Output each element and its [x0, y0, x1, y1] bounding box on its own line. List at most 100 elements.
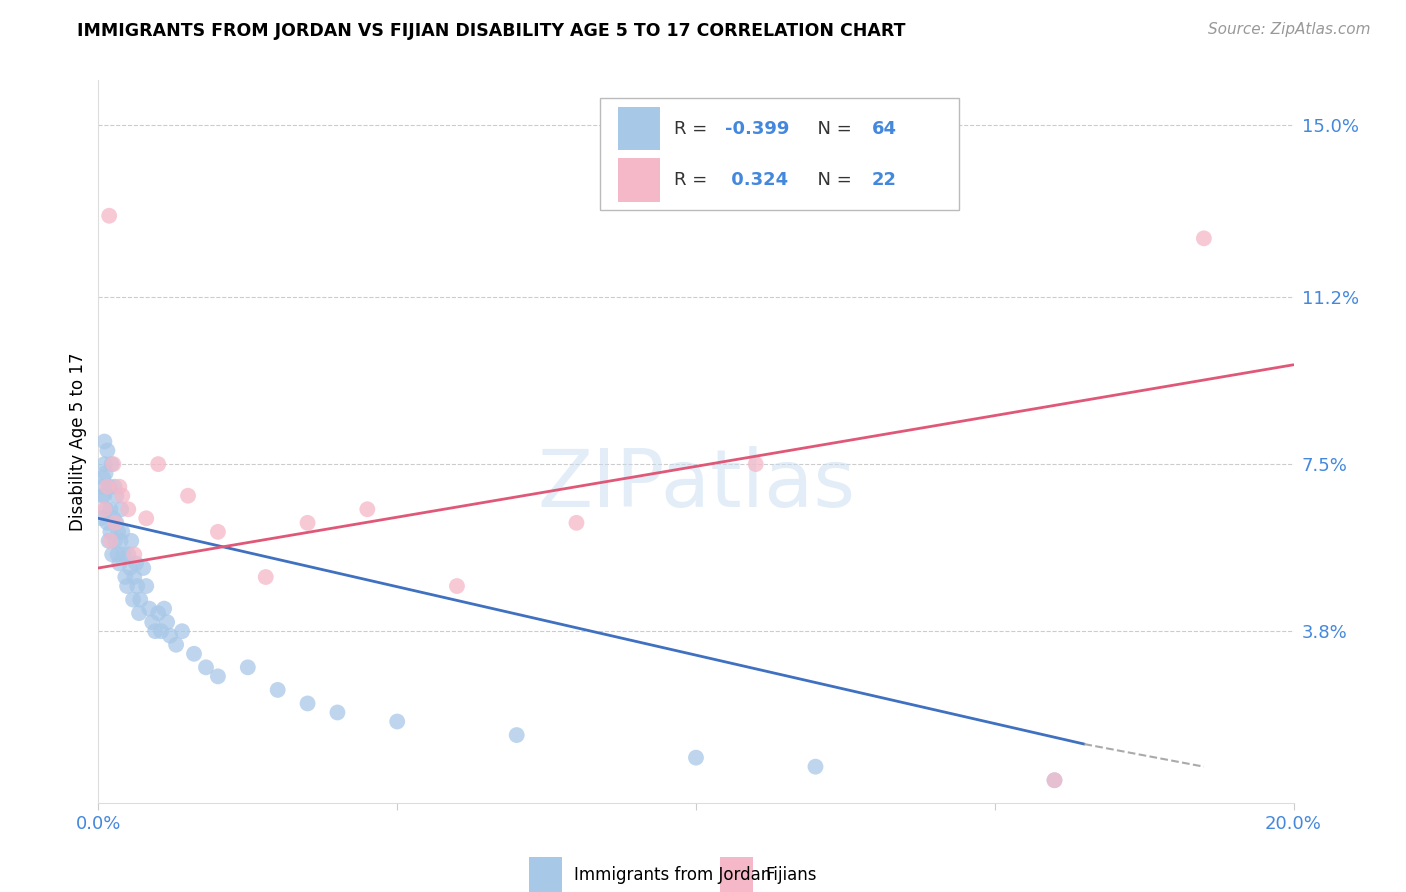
Immigrants from Jordan: [506, 728, 529, 742]
Fijians: [297, 516, 319, 530]
Bar: [619, 107, 661, 150]
Immigrants from Jordan: [183, 647, 205, 661]
Text: 22: 22: [872, 171, 897, 189]
Immigrants from Jordan: [96, 502, 118, 516]
Y-axis label: Disability Age 5 to 17: Disability Age 5 to 17: [69, 352, 87, 531]
Bar: [619, 159, 661, 202]
Immigrants from Jordan: [326, 706, 349, 720]
Fijians: [177, 489, 200, 503]
Immigrants from Jordan: [117, 548, 139, 562]
Immigrants from Jordan: [267, 682, 290, 697]
Fijians: [103, 457, 125, 471]
Immigrants from Jordan: [93, 434, 115, 449]
Immigrants from Jordan: [685, 750, 707, 764]
Immigrants from Jordan: [114, 570, 136, 584]
Immigrants from Jordan: [101, 548, 124, 562]
Immigrants from Jordan: [94, 466, 117, 480]
Fijians: [98, 209, 121, 223]
Text: 0.324: 0.324: [724, 171, 787, 189]
Immigrants from Jordan: [236, 660, 259, 674]
Immigrants from Jordan: [148, 606, 170, 620]
Fijians: [356, 502, 378, 516]
Fijians: [207, 524, 229, 539]
Immigrants from Jordan: [153, 601, 176, 615]
Text: Immigrants from Jordan: Immigrants from Jordan: [574, 866, 772, 884]
Fijians: [98, 533, 122, 548]
Fijians: [135, 511, 157, 525]
Immigrants from Jordan: [127, 579, 149, 593]
Immigrants from Jordan: [96, 516, 118, 530]
Immigrants from Jordan: [120, 533, 142, 548]
Fijians: [254, 570, 277, 584]
Immigrants from Jordan: [111, 524, 134, 539]
Text: 64: 64: [872, 120, 897, 137]
Immigrants from Jordan: [107, 524, 129, 539]
Immigrants from Jordan: [105, 489, 128, 503]
Immigrants from Jordan: [93, 489, 115, 503]
Fijians: [104, 516, 127, 530]
Immigrants from Jordan: [103, 480, 125, 494]
Immigrants from Jordan: [110, 502, 132, 516]
Immigrants from Jordan: [103, 511, 125, 525]
Immigrants from Jordan: [385, 714, 409, 729]
Immigrants from Jordan: [143, 624, 166, 639]
Text: R =: R =: [675, 120, 713, 137]
Immigrants from Jordan: [125, 557, 148, 571]
Immigrants from Jordan: [110, 533, 132, 548]
Immigrants from Jordan: [129, 592, 152, 607]
Immigrants from Jordan: [91, 489, 114, 503]
Immigrants from Jordan: [141, 615, 163, 630]
Fijians: [117, 502, 139, 516]
Bar: [720, 857, 754, 892]
Immigrants from Jordan: [207, 669, 229, 683]
Immigrants from Jordan: [105, 516, 128, 530]
Fijians: [96, 480, 118, 494]
Text: -0.399: -0.399: [724, 120, 789, 137]
Immigrants from Jordan: [124, 570, 146, 584]
Immigrants from Jordan: [104, 533, 127, 548]
Text: N =: N =: [806, 120, 858, 137]
Immigrants from Jordan: [100, 457, 122, 471]
Fijians: [1192, 231, 1215, 245]
Immigrants from Jordan: [132, 561, 155, 575]
Immigrants from Jordan: [97, 533, 120, 548]
Immigrants from Jordan: [90, 511, 112, 525]
Bar: [529, 857, 562, 892]
Immigrants from Jordan: [91, 471, 114, 485]
Immigrants from Jordan: [1043, 773, 1066, 788]
Immigrants from Jordan: [128, 606, 150, 620]
Immigrants from Jordan: [297, 697, 319, 711]
Immigrants from Jordan: [138, 601, 160, 615]
Immigrants from Jordan: [107, 548, 129, 562]
Fijians: [565, 516, 588, 530]
Immigrants from Jordan: [156, 615, 179, 630]
Immigrants from Jordan: [165, 638, 187, 652]
Text: N =: N =: [806, 171, 858, 189]
Immigrants from Jordan: [135, 579, 157, 593]
Immigrants from Jordan: [120, 561, 142, 575]
Immigrants from Jordan: [98, 502, 122, 516]
Fijians: [108, 480, 131, 494]
Immigrants from Jordan: [159, 629, 181, 643]
Text: Source: ZipAtlas.com: Source: ZipAtlas.com: [1208, 22, 1371, 37]
Immigrants from Jordan: [108, 557, 131, 571]
Immigrants from Jordan: [93, 457, 115, 471]
Immigrants from Jordan: [172, 624, 194, 639]
Immigrants from Jordan: [115, 579, 138, 593]
Fijians: [446, 579, 468, 593]
Text: ZIPatlas: ZIPatlas: [537, 446, 855, 524]
Immigrants from Jordan: [91, 480, 114, 494]
Immigrants from Jordan: [195, 660, 218, 674]
Fijians: [111, 489, 134, 503]
Immigrants from Jordan: [804, 760, 827, 774]
Immigrants from Jordan: [122, 592, 145, 607]
Fijians: [745, 457, 768, 471]
Fijians: [124, 548, 146, 562]
Immigrants from Jordan: [96, 443, 118, 458]
Immigrants from Jordan: [98, 480, 121, 494]
Immigrants from Jordan: [98, 524, 122, 539]
Text: Fijians: Fijians: [765, 866, 817, 884]
Fijians: [148, 457, 170, 471]
Text: R =: R =: [675, 171, 713, 189]
Text: IMMIGRANTS FROM JORDAN VS FIJIAN DISABILITY AGE 5 TO 17 CORRELATION CHART: IMMIGRANTS FROM JORDAN VS FIJIAN DISABIL…: [77, 22, 905, 40]
